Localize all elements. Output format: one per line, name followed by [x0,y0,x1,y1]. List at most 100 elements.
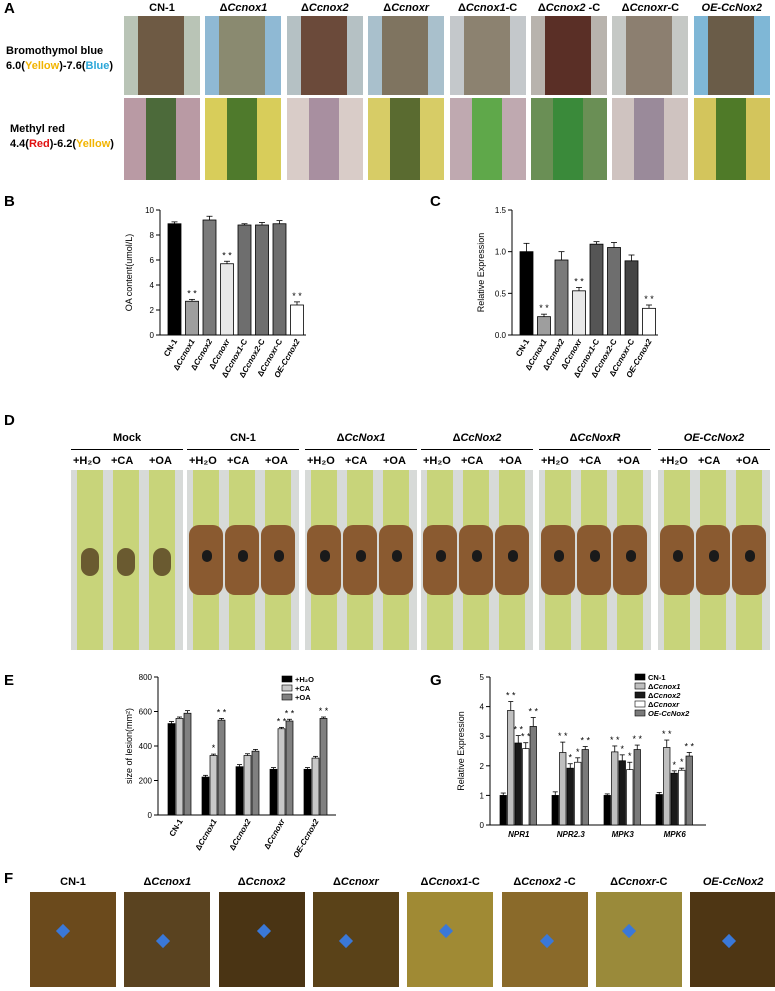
bar [303,768,312,816]
bar [607,247,621,336]
bar [633,749,641,826]
bromothymol-label: Bromothymol blue 6.0(Yellow)-7.6(Blue) [6,44,113,74]
lesion-center [202,550,212,562]
stem [732,470,766,650]
bar [514,742,522,826]
significance-label: * * [319,706,329,716]
significance-label: * * [217,707,227,717]
y-tick-label: 2 [480,762,485,771]
treatment-label: +H₂O [189,455,217,467]
significance-label: * * [285,708,295,718]
y-tick-label: 400 [139,742,153,751]
x-tick-label: NPR1 [508,830,530,839]
group-title: CN-1 [230,432,256,444]
y-axis-label: OA content(umol/L) [124,234,134,312]
legend-swatch [634,691,646,699]
group-underline [187,449,299,450]
arrow-marker [621,923,636,939]
bar [243,755,252,816]
bar [201,776,210,816]
stem [307,470,341,650]
stem [149,470,175,650]
panel-label-d: D [4,412,15,429]
bar [559,752,567,826]
bar [624,260,639,336]
bar [678,769,686,826]
y-tick-label: 4 [480,703,485,712]
significance-label: * * [580,736,590,746]
treatment-label: +OA [149,455,172,467]
y-axis-label: Relative Expression [476,233,486,313]
y-tick-label: 2 [150,306,155,315]
bar [499,795,507,826]
significance-label: * * [558,731,568,741]
bar [183,712,192,816]
stem-segment [634,98,665,180]
stem-segment [308,98,339,180]
group-title: Mock [112,432,142,444]
leaf-photo [501,892,588,987]
bromothymol-photo [449,16,526,95]
bromothymol-photo [531,16,607,95]
legend-label: +CA [295,684,311,693]
panel-label-a: A [4,0,15,17]
stem-segment [146,98,176,180]
stem-photo [187,470,299,650]
panel-label-b: B [4,193,15,210]
stem-photo [305,470,417,650]
strain-header-f: ΔCcnoxr [332,876,379,888]
x-tick-label: ΔCcnoxr [262,817,287,851]
stem-segment [382,16,429,95]
legend-label: CN-1 [648,673,666,682]
treatment-label: +OA [383,455,406,467]
panel-label-e: E [4,672,15,689]
methyl-red-photo [531,98,607,180]
x-tick-label: CN-1 [162,337,179,358]
bar [209,755,218,816]
treatment-label: +CA [461,455,484,467]
stem-segment [545,16,591,95]
significance-label: * * [610,735,620,745]
treatment-label: +H₂O [423,455,451,467]
significance-label: * [212,743,216,753]
lesion-center [590,550,600,562]
bar [663,747,671,826]
stem [343,470,377,650]
stem-segment [626,16,673,95]
x-tick-label: ΔCcnox1 [194,817,219,852]
bar [566,767,574,826]
stem-segment [138,16,184,95]
y-tick-label: 4 [150,281,155,290]
significance-label: * * [222,250,232,260]
leaf-photo [407,892,494,987]
bar [235,766,244,816]
y-tick-label: 1 [480,791,485,800]
bar [251,750,260,816]
bar [220,263,234,336]
stem-photo [539,470,651,650]
significance-label: * * [684,741,694,751]
bromothymol-photo [205,16,282,95]
arrow-marker [55,923,71,939]
bromothymol-photo [286,16,363,95]
legend-label: +OA [295,693,311,702]
significance-label: * * [574,277,584,287]
bar [175,718,184,816]
stem-photo [658,470,770,650]
strain-header-f: ΔCcnoxr-C [610,876,668,888]
treatment-label: +OA [736,455,759,467]
significance-label: * * [662,729,672,739]
x-tick-label: MPK6 [664,830,687,839]
leaf-photo [595,892,682,987]
bar [319,718,328,816]
y-tick-label: 8 [150,231,155,240]
strain-header-a: ΔCcnoxr-C [621,2,680,14]
bar [554,259,569,336]
significance-label: * * [292,291,302,301]
strain-header-a: ΔCcnox1 [219,2,268,14]
lesion-center [392,550,402,562]
stem-segment [715,98,746,180]
x-tick-label: OE-Ccnox2 [291,817,321,859]
arrow-marker [256,923,271,939]
legend-label: ΔCcnox1 [648,682,680,691]
